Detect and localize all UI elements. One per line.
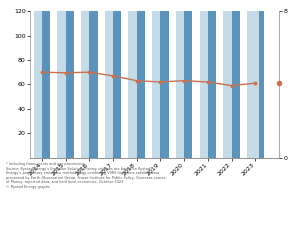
Bar [176,11,184,157]
Bar [113,11,121,157]
Bar [160,11,169,157]
Bar [81,11,89,157]
Bar [232,11,240,157]
Bar [200,11,208,157]
Bar [152,11,160,157]
Bar [137,11,145,157]
Bar [255,11,264,157]
Bar [57,11,66,157]
Bar [128,11,137,157]
Bar [66,11,74,157]
Bar [247,11,255,157]
Bar [223,11,232,157]
Bar [255,11,260,157]
Bar [105,11,113,157]
Bar [208,11,216,157]
Bar [184,11,192,157]
Bar [89,11,98,157]
Bar [34,11,42,157]
Text: * Including flares, vents and gas processing.
Source: Rystad Energy's Emission S: * Including flares, vents and gas proces… [6,162,166,189]
Bar [42,11,50,157]
